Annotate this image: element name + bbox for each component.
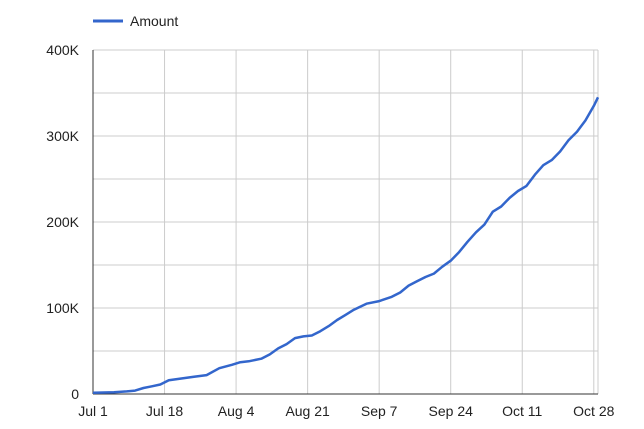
y-tick-label: 400K [46, 42, 79, 58]
axes [92, 50, 598, 395]
series-layer [92, 96, 600, 394]
x-tick-label: Oct 28 [573, 403, 614, 419]
x-tick-label: Sep 7 [361, 403, 398, 419]
x-tick-labels: Jul 1 Jul 18 Aug 4 Aug 21 Sep 7 Sep 24 Oct 11 O… [78, 403, 614, 419]
series-line-amount [92, 96, 600, 394]
x-tick-label: Aug 21 [285, 403, 330, 419]
legend[interactable]: Amount [93, 13, 178, 29]
x-tick-label: Oct 11 [502, 403, 542, 419]
x-tick-label: Aug 4 [218, 403, 255, 419]
x-tick-label: Jul 1 [78, 403, 108, 419]
x-tick-label: Jul 18 [146, 403, 184, 419]
y-tick-label: 200K [46, 214, 79, 230]
y-tick-labels: 0 100K 200K 300K 400K [46, 42, 79, 402]
y-tick-label: 300K [46, 128, 79, 144]
legend-label-amount: Amount [130, 13, 178, 29]
y-tick-label: 0 [71, 386, 79, 402]
gridlines [93, 49, 599, 394]
x-tick-label: Sep 24 [429, 403, 474, 419]
y-tick-label: 100K [46, 300, 79, 316]
